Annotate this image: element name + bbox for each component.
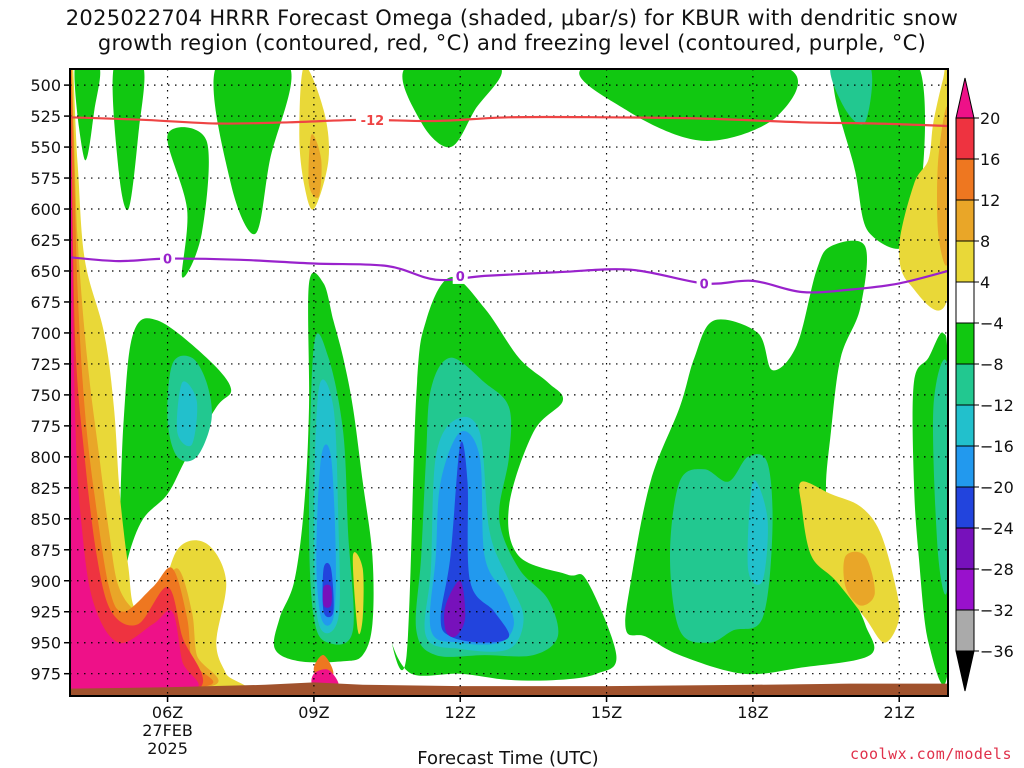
x-tick-label-21: 21Z (884, 703, 915, 722)
contour-freezing_level (70, 256, 948, 294)
y-tick-label-750: 750 (30, 386, 61, 405)
x-axis-label: Forecast Time (UTC) (417, 748, 598, 768)
colorbar-label-12: −32 (980, 601, 1014, 620)
x-tick-label-9: 09Z (298, 703, 329, 722)
omega-region-pos20-0 (70, 80, 199, 696)
omega-region-neg8-4 (830, 69, 873, 125)
colorbar-bin-8 (955, 445, 975, 488)
omega-region-pos8-0 (70, 69, 219, 696)
chart-title: 2025022704 HRRR Forecast Omega (shaded, … (0, 6, 1024, 56)
colorbar-bin-12 (955, 609, 975, 652)
contour-label-bg-3 (696, 275, 712, 292)
colorbar-bin-10 (955, 527, 975, 570)
colorbar-label-6: −8 (980, 355, 1004, 374)
omega-region-neg4-1 (213, 69, 292, 235)
x-tick-label-18: 18Z (737, 703, 768, 722)
colorbar-label-3: 8 (980, 232, 990, 251)
contour-label-1: 0 (163, 253, 172, 268)
y-tick-label-850: 850 (30, 510, 61, 529)
colorbar-bin-5 (955, 322, 975, 365)
axes: 500 525 550 575 600 625 650 675 700 725 750 775 800 8… (30, 68, 949, 758)
colorbar-bin-2 (955, 199, 975, 242)
y-tick-label-800: 800 (30, 448, 61, 467)
y-tick-label-650: 650 (30, 262, 61, 281)
colorbar-label-5: −4 (980, 314, 1004, 333)
colorbar-bin-9 (955, 486, 975, 529)
colorbar-label-2: 12 (980, 191, 1000, 210)
plot-area: -12 0 0 0 (70, 69, 948, 696)
colorbar-bin-7 (955, 404, 975, 447)
colorbar-bottom-arrow (955, 650, 975, 692)
contour-label-bg-1 (160, 250, 176, 267)
colorbar-bin-1 (955, 158, 975, 201)
x-date-label: 27FEB (142, 721, 193, 740)
y-tick-label-675: 675 (30, 293, 61, 312)
x-tick-label-6: 06Z (152, 703, 183, 722)
y-tick-label-700: 700 (30, 324, 61, 343)
colorbar-label-9: −20 (980, 478, 1014, 497)
colorbar-label-0: 20 (980, 109, 1000, 128)
colorbar-label-4: 4 (980, 273, 990, 292)
omega-region-neg4-0 (167, 127, 209, 278)
contour-label-2: 0 (456, 270, 465, 285)
omega-region-pos4-0 (70, 69, 246, 696)
omega-region-neg4-6 (74, 69, 101, 161)
plot-frame (69, 68, 949, 697)
y-tick-label-975: 975 (30, 665, 61, 684)
omega-region-neg24-0 (322, 584, 332, 608)
y-tick-label-775: 775 (30, 417, 61, 436)
colorbar: 20 16 12 8 4 −4 −8 −12 −16 −20 −24 −28 −32 −36 (955, 77, 1014, 692)
omega-region-neg4-4 (579, 69, 798, 141)
title-line-2: growth region (contoured, red, °C) and f… (97, 31, 927, 55)
y-tick-label-925: 925 (30, 603, 61, 622)
omega-region-pos8-3 (937, 106, 948, 266)
colorbar-bin-6 (955, 363, 975, 406)
title-line-1: 2025022704 HRRR Forecast Omega (shaded, … (65, 6, 959, 30)
y-tick-label-725: 725 (30, 355, 61, 374)
y-tick-label-525: 525 (30, 107, 61, 126)
x-tick-label-15: 15Z (591, 703, 622, 722)
x-year-label: 2025 (147, 739, 188, 758)
credit-text: coolwx.com/models (849, 745, 1012, 763)
y-tick-label-550: 550 (30, 138, 61, 157)
y-tick-label-825: 825 (30, 479, 61, 498)
contour-temperature (70, 115, 948, 128)
omega-region-neg12-0 (176, 381, 198, 447)
colorbar-label-13: −36 (980, 642, 1014, 661)
colorbar-label-8: −16 (980, 437, 1014, 456)
colorbar-label-10: −24 (980, 519, 1014, 538)
y-tick-label-575: 575 (30, 169, 61, 188)
colorbar-bin-11 (955, 568, 975, 611)
contour-label-bg-2 (452, 267, 468, 284)
y-tick-label-950: 950 (30, 634, 61, 653)
plot-layers: -12 0 0 0 (70, 69, 948, 696)
omega-region-neg8-5 (932, 359, 948, 595)
omega-region-neg8-3 (670, 454, 773, 643)
y-tick-label-900: 900 (30, 572, 61, 591)
omega-region-pos4-4 (899, 69, 948, 311)
colorbar-label-1: 16 (980, 150, 1000, 169)
terrain-ground (70, 682, 948, 696)
x-tick-label-12: 12Z (445, 703, 476, 722)
omega-region-pos4-2 (352, 552, 364, 635)
y-tick-label-875: 875 (30, 541, 61, 560)
omega-region-neg12-3 (747, 480, 768, 585)
colorbar-label-11: −28 (980, 560, 1014, 579)
y-tick-label-500: 500 (30, 76, 61, 95)
contour-label-bg-0 (355, 111, 389, 128)
colorbar-bin-0 (955, 117, 975, 160)
omega-region-neg4-3 (402, 69, 502, 148)
colorbar-bin-3 (955, 240, 975, 283)
y-tick-label-625: 625 (30, 231, 61, 250)
omega-region-pos8-2 (843, 551, 875, 606)
omega-region-pos8-1 (308, 134, 322, 198)
contour-label-3: 0 (700, 277, 709, 292)
omega-region-neg4-2 (112, 69, 145, 211)
contour-label-0: -12 (361, 114, 385, 129)
y-tick-label-600: 600 (30, 200, 61, 219)
colorbar-label-7: −12 (980, 396, 1014, 415)
colorbar-bin-4 (955, 281, 975, 324)
colorbar-top-arrow (955, 77, 975, 119)
